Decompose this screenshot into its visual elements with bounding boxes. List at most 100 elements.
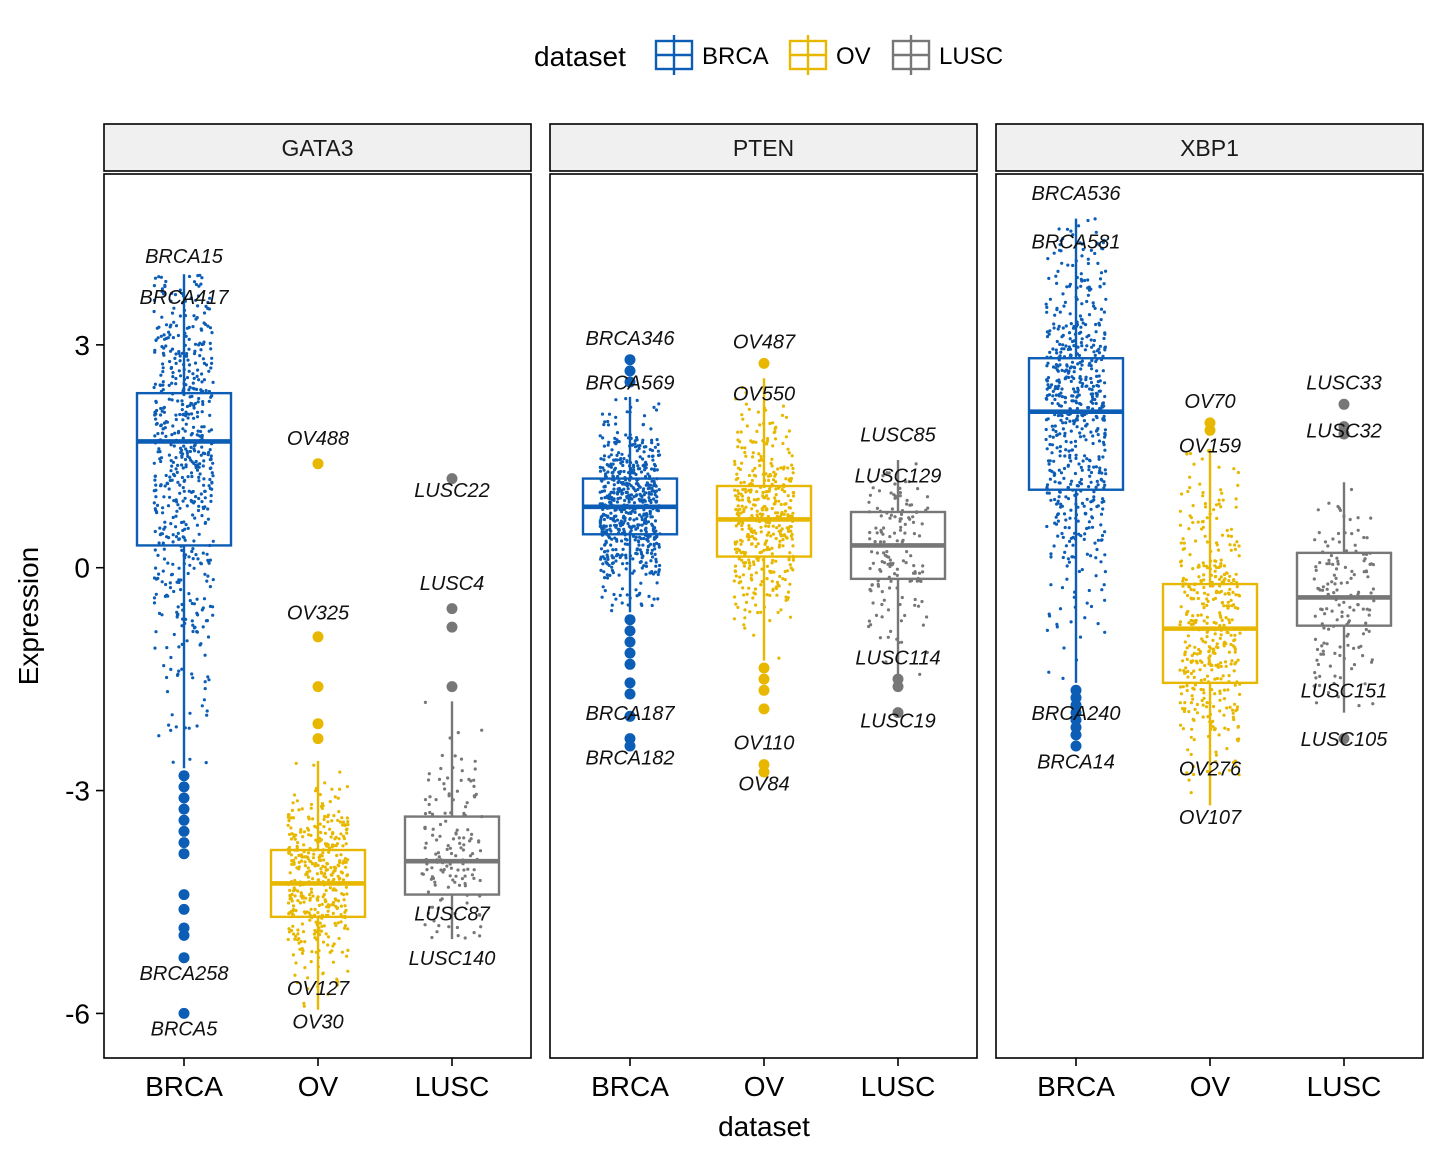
jitter-point [1055, 281, 1059, 285]
jitter-point [325, 842, 329, 846]
jitter-point [1234, 593, 1238, 597]
jitter-point [744, 391, 748, 395]
jitter-point [1089, 470, 1094, 475]
jitter-point [204, 761, 208, 765]
jitter-point [1099, 318, 1103, 322]
jitter-point [644, 564, 649, 569]
jitter-point [195, 523, 199, 527]
jitter-point [204, 363, 209, 367]
jitter-point [1196, 520, 1200, 524]
jitter-point [649, 551, 654, 556]
jitter-point [430, 905, 434, 909]
jitter-point [477, 913, 482, 917]
jitter-point [620, 539, 624, 543]
jitter-point [295, 846, 299, 850]
jitter-point [1090, 367, 1094, 371]
jitter-point [1215, 642, 1219, 646]
jitter-point [326, 909, 330, 913]
jitter-point [615, 438, 619, 442]
jitter-point [440, 897, 444, 901]
jitter-point [319, 867, 323, 871]
jitter-point [292, 886, 296, 890]
jitter-point [763, 542, 767, 547]
jitter-point [1227, 674, 1231, 678]
jitter-point [320, 806, 324, 811]
jitter-point [1059, 239, 1063, 243]
jitter-point [1092, 350, 1096, 354]
jitter-point [291, 889, 296, 893]
jitter-point [344, 860, 348, 864]
jitter-point [914, 462, 918, 466]
jitter-point [181, 486, 185, 490]
jitter-point [161, 370, 165, 374]
jitter-point [769, 534, 773, 538]
jitter-point [751, 596, 755, 600]
jitter-point [1224, 616, 1228, 620]
jitter-point [305, 910, 309, 914]
jitter-point [784, 477, 788, 481]
jitter-point [179, 588, 183, 592]
jitter-point [909, 554, 913, 558]
jitter-point [653, 483, 657, 487]
jitter-point [346, 858, 350, 862]
jitter-point [159, 483, 163, 488]
jitter-point [1195, 652, 1199, 656]
x-tick-label: BRCA [591, 1071, 669, 1102]
point-label: BRCA417 [140, 287, 230, 309]
jitter-point [779, 502, 783, 507]
jitter-point [460, 877, 464, 881]
jitter-point [319, 830, 323, 835]
jitter-point [786, 596, 790, 600]
jitter-point [1218, 709, 1222, 713]
jitter-point [336, 921, 340, 925]
jitter-point [1095, 392, 1099, 396]
jitter-point [1230, 708, 1235, 712]
jitter-point [1056, 327, 1060, 331]
jitter-point [1101, 497, 1105, 501]
jitter-point [443, 787, 447, 791]
jitter-point [209, 466, 213, 470]
jitter-point [1103, 428, 1107, 432]
jitter-point [625, 561, 629, 565]
jitter-point [336, 980, 340, 984]
jitter-point [178, 288, 182, 292]
jitter-point [294, 961, 298, 965]
jitter-point [191, 386, 195, 390]
jitter-point [1065, 417, 1069, 421]
jitter-point [1103, 570, 1107, 574]
jitter-point [628, 496, 632, 500]
jitter-point [1080, 568, 1084, 572]
jitter-point [911, 515, 915, 519]
jitter-point [1318, 588, 1322, 592]
jitter-point [206, 507, 210, 511]
jitter-point [890, 563, 894, 567]
jitter-point [1338, 508, 1342, 512]
jitter-point [1102, 443, 1106, 447]
jitter-point [1094, 465, 1098, 469]
jitter-point [154, 495, 158, 499]
jitter-point [190, 500, 194, 504]
jitter-point [869, 480, 873, 484]
jitter-point [153, 478, 157, 482]
jitter-point [427, 802, 431, 807]
jitter-point [1352, 663, 1357, 667]
jitter-point [1050, 424, 1054, 428]
jitter-point [308, 869, 312, 873]
jitter-point [1045, 485, 1049, 489]
jitter-point [632, 465, 636, 469]
jitter-point [172, 589, 176, 594]
jitter-point [1346, 620, 1351, 624]
jitter-point [1048, 442, 1052, 447]
jitter-point [733, 569, 737, 573]
point-label: LUSC4 [420, 573, 484, 595]
jitter-point [1229, 527, 1234, 531]
jitter-point [1068, 312, 1072, 316]
jitter-point [1232, 669, 1236, 673]
jitter-point [164, 434, 168, 438]
jitter-point [193, 449, 197, 453]
jitter-point [1213, 692, 1217, 696]
jitter-point [773, 437, 778, 441]
jitter-point [436, 851, 440, 855]
jitter-point [445, 864, 449, 868]
jitter-point [1082, 419, 1086, 423]
